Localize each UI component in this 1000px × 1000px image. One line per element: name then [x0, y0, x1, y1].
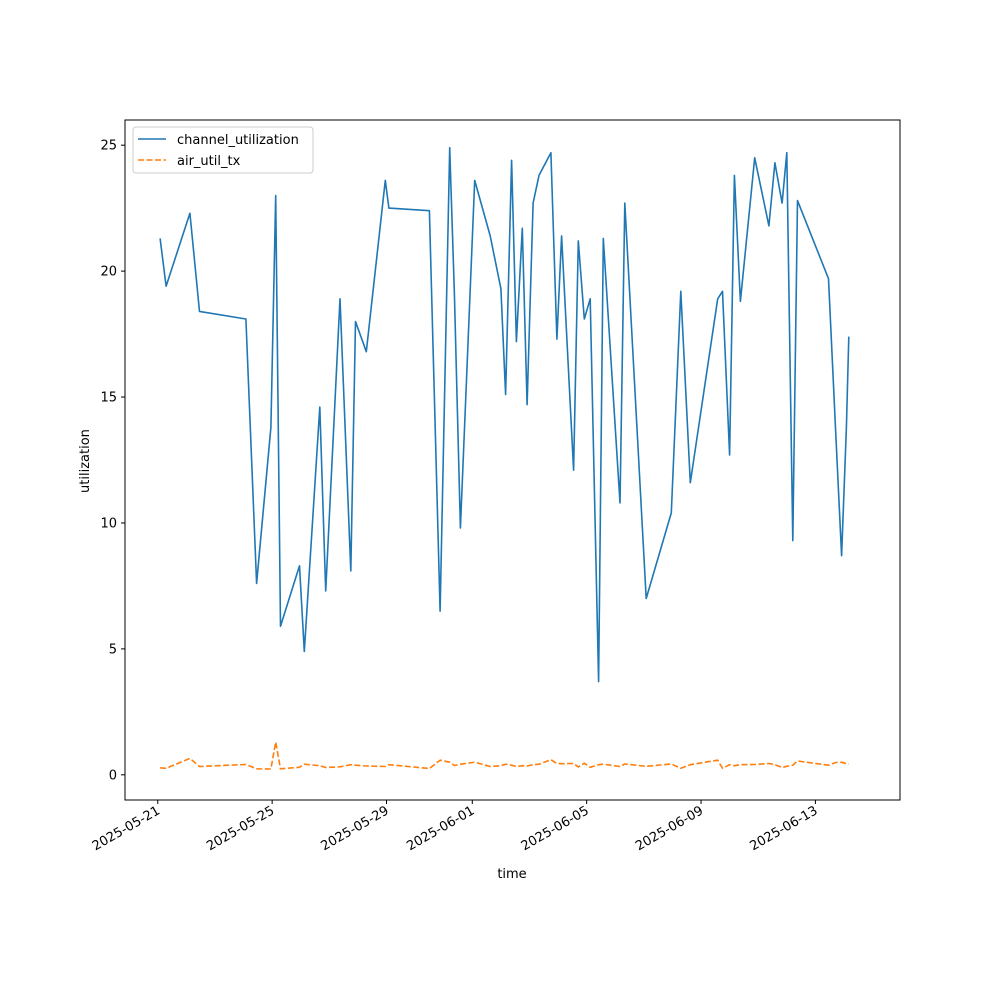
legend-label-channel-utilization: channel_utilization — [177, 133, 299, 148]
y-axis: 0 5 10 15 20 25 — [100, 139, 125, 783]
legend: channel_utilization air_util_tx — [132, 126, 314, 174]
y-tick-label: 15 — [100, 391, 117, 406]
axes-frame — [124, 119, 901, 801]
y-tick-label: 0 — [109, 768, 117, 783]
y-tick-label: 5 — [109, 642, 117, 657]
legend-box — [132, 126, 314, 174]
plot-area — [159, 146, 850, 770]
series-line-air-util-tx — [160, 741, 849, 770]
y-tick-label: 25 — [100, 139, 117, 154]
legend-label-air-util-tx: air_util_tx — [177, 154, 241, 169]
y-axis-label: utilization — [78, 429, 93, 493]
y-tick-label: 20 — [100, 265, 117, 280]
x-axis-label: time — [497, 867, 526, 882]
series-line-channel-utilization — [159, 146, 850, 683]
y-tick-label: 10 — [100, 516, 117, 531]
